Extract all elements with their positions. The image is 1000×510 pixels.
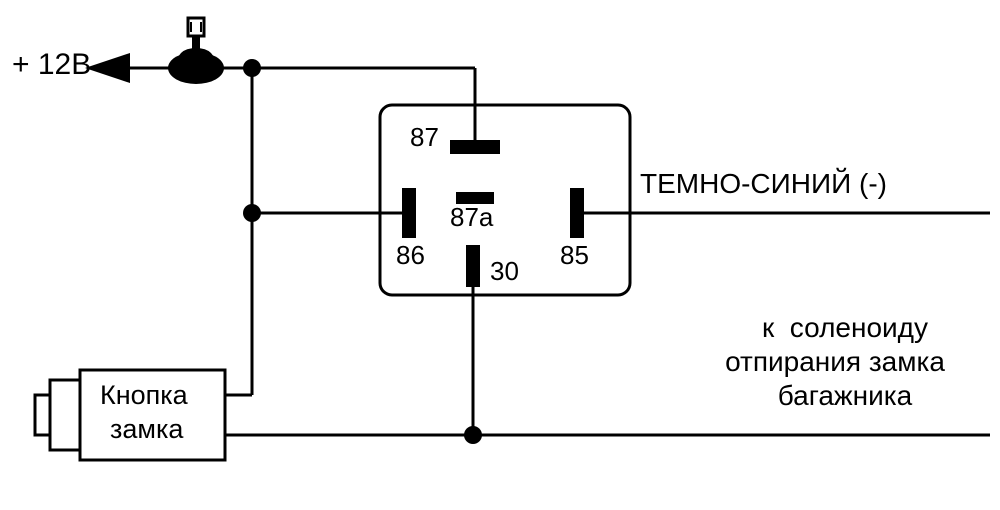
relay-pin-30 [466,245,480,287]
pin-label-30: 30 [490,256,519,287]
arrow-12v [85,53,130,83]
button-label-1: Кнопка [100,380,188,411]
pin-label-87: 87 [410,122,439,153]
solenoid-label-1: к соленоиду [705,312,985,344]
pin-label-86: 86 [396,240,425,271]
solenoid-label-3: багажника [720,380,970,412]
voltage-label: + 12В [12,48,91,82]
pin-label-87a: 87a [450,202,493,233]
wire-color-label: ТЕМНО-СИНИЙ (-) [640,168,887,200]
fuse-symbol [168,18,224,84]
button-label-2: замка [110,414,183,445]
pin-label-85: 85 [560,240,589,271]
solenoid-label-2: отпирания замка [680,346,990,378]
relay-pin-85 [570,188,584,238]
relay-pin-86 [402,188,416,238]
relay-pin-87 [450,140,500,154]
